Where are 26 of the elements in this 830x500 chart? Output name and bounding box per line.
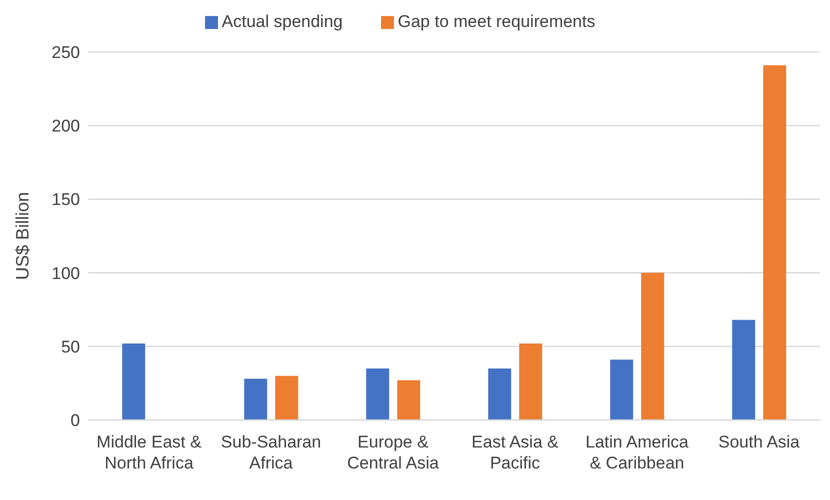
- y-tick-label: 250: [52, 43, 80, 62]
- bar: [397, 380, 420, 420]
- x-tick-label: Europe & Central Asia: [347, 432, 440, 473]
- x-tick-label: Middle East & North Africa: [96, 432, 202, 473]
- x-tick-label: South Asia: [718, 432, 800, 452]
- x-tick-label: East Asia & Pacific: [472, 432, 560, 473]
- y-tick-label: 200: [52, 116, 80, 136]
- bar: [366, 368, 390, 420]
- bar: [641, 272, 664, 420]
- y-tick-label: 150: [52, 190, 80, 210]
- x-tick-label: Sub-Saharan Africa: [220, 432, 322, 473]
- bar: [275, 376, 298, 420]
- y-axis-title: US$ Billion: [12, 192, 32, 280]
- bar: [763, 65, 786, 420]
- bar: [610, 360, 634, 420]
- legend-label: Gap to meet requirements: [398, 12, 596, 31]
- legend-label: Actual spending: [222, 12, 343, 31]
- y-tick-label: 100: [52, 264, 80, 283]
- y-tick-label: 50: [61, 337, 80, 356]
- bar: [244, 378, 268, 420]
- y-tick-label: 0: [70, 411, 80, 430]
- bar: [732, 320, 756, 420]
- bar: [122, 343, 146, 420]
- x-tick-label: Latin America & Caribbean: [586, 432, 690, 473]
- bar: [519, 343, 542, 420]
- bar: [488, 368, 512, 420]
